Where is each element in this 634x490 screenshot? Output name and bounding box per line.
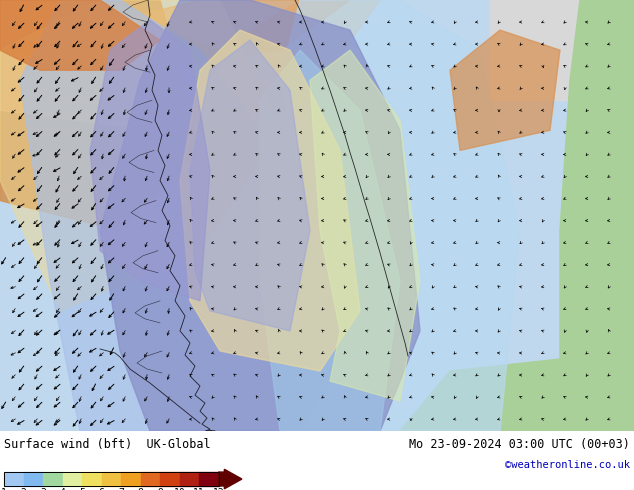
Bar — [101, 472, 121, 486]
Bar — [199, 472, 219, 486]
Bar — [179, 472, 199, 486]
Polygon shape — [100, 0, 420, 431]
Bar — [82, 472, 101, 486]
Bar — [160, 472, 179, 486]
Polygon shape — [190, 40, 310, 331]
Bar — [490, 0, 634, 100]
Text: 5: 5 — [79, 488, 85, 490]
Bar — [43, 472, 63, 486]
Polygon shape — [280, 0, 520, 431]
Polygon shape — [90, 20, 210, 301]
Polygon shape — [0, 0, 350, 70]
Polygon shape — [260, 50, 400, 431]
Bar — [63, 472, 82, 486]
Polygon shape — [400, 351, 634, 431]
Polygon shape — [0, 0, 280, 311]
Text: ©weatheronline.co.uk: ©weatheronline.co.uk — [505, 460, 630, 470]
Text: 10: 10 — [174, 488, 185, 490]
Bar — [141, 472, 160, 486]
Bar — [121, 472, 141, 486]
Bar — [4, 472, 23, 486]
Text: Mo 23-09-2024 03:00 UTC (00+03): Mo 23-09-2024 03:00 UTC (00+03) — [409, 438, 630, 451]
Polygon shape — [0, 0, 200, 231]
Text: 6: 6 — [98, 488, 105, 490]
Polygon shape — [0, 0, 160, 70]
Polygon shape — [0, 0, 380, 130]
Polygon shape — [450, 30, 560, 150]
Polygon shape — [180, 30, 360, 371]
Text: 9: 9 — [157, 488, 163, 490]
Text: 4: 4 — [60, 488, 65, 490]
Polygon shape — [560, 0, 634, 431]
Text: 8: 8 — [138, 488, 143, 490]
Bar — [23, 472, 43, 486]
Text: 3: 3 — [40, 488, 46, 490]
Text: 1: 1 — [1, 488, 7, 490]
Text: 11: 11 — [193, 488, 205, 490]
Polygon shape — [310, 50, 420, 401]
Bar — [4, 472, 219, 486]
Text: 12: 12 — [212, 488, 224, 490]
Polygon shape — [20, 0, 350, 431]
FancyArrow shape — [219, 469, 242, 489]
Text: 7: 7 — [118, 488, 124, 490]
Text: Surface wind (bft)  UK-Global: Surface wind (bft) UK-Global — [4, 438, 210, 451]
Text: 2: 2 — [20, 488, 27, 490]
